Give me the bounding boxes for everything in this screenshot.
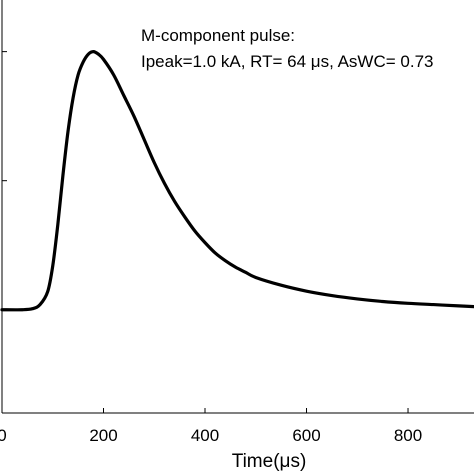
annotations: M-component pulse: Ipeak=1.0 kA, RT= 64 μ… — [141, 26, 434, 71]
series-layer — [0, 50, 474, 312]
series-line — [0, 50, 474, 312]
x-tick-label: 400 — [191, 426, 219, 445]
x-tick-label: 0 — [0, 426, 7, 445]
axes: 0 200 400 600 800 — [0, 0, 474, 445]
annotation-text: M-component pulse: — [141, 26, 295, 45]
x-tick-label: 200 — [89, 426, 117, 445]
x-tick-label: 800 — [394, 426, 422, 445]
x-tick-label: 600 — [292, 426, 320, 445]
annotation-text: Ipeak=1.0 kA, RT= 64 μs, AsWC= 0.73 — [141, 52, 434, 71]
x-axis-label: Time(μs) — [232, 451, 307, 472]
